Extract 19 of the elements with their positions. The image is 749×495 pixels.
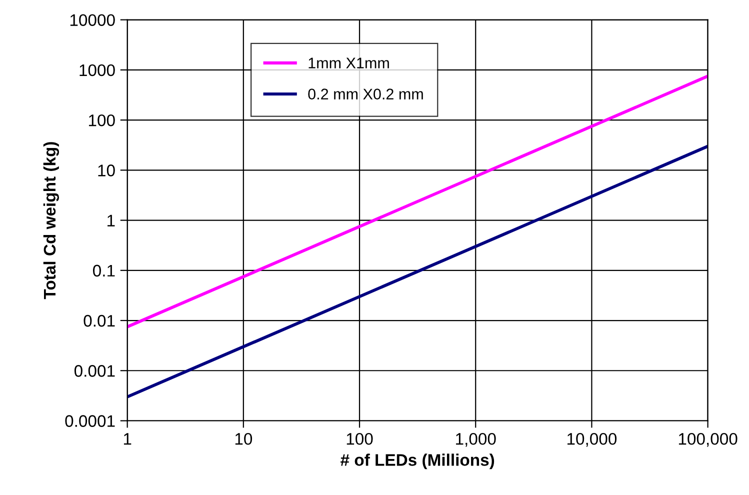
y-tick-label: 0.01 bbox=[84, 314, 115, 327]
y-tick-label: 1000 bbox=[80, 64, 115, 76]
x-tick-label: 1 bbox=[124, 433, 132, 445]
y-tick-label: 10000 bbox=[70, 14, 115, 26]
y-tick-label: 0.001 bbox=[74, 365, 115, 377]
y-tick-label: 0.1 bbox=[93, 264, 115, 277]
x-tick-label: 10 bbox=[235, 432, 252, 445]
x-tick-label: 100 bbox=[346, 432, 373, 445]
y-tick-label: 10 bbox=[98, 164, 115, 176]
x-tick-label: 10,000 bbox=[567, 432, 617, 447]
y-tick-label: 0.0001 bbox=[65, 415, 115, 427]
legend-label: 1mm X1mm bbox=[308, 58, 389, 68]
x-tick-label: 1,000 bbox=[456, 432, 496, 447]
y-tick-label: 1 bbox=[108, 214, 115, 226]
legend-label: 0.2 mm X0.2 mm bbox=[308, 88, 423, 100]
x-axis-title: # of LEDs (Millions) bbox=[340, 454, 494, 470]
y-tick-label: 100 bbox=[88, 114, 115, 126]
y-axis-title: Total Cd weight (kg) bbox=[43, 142, 59, 300]
x-tick-label: 100,000 bbox=[678, 432, 738, 447]
